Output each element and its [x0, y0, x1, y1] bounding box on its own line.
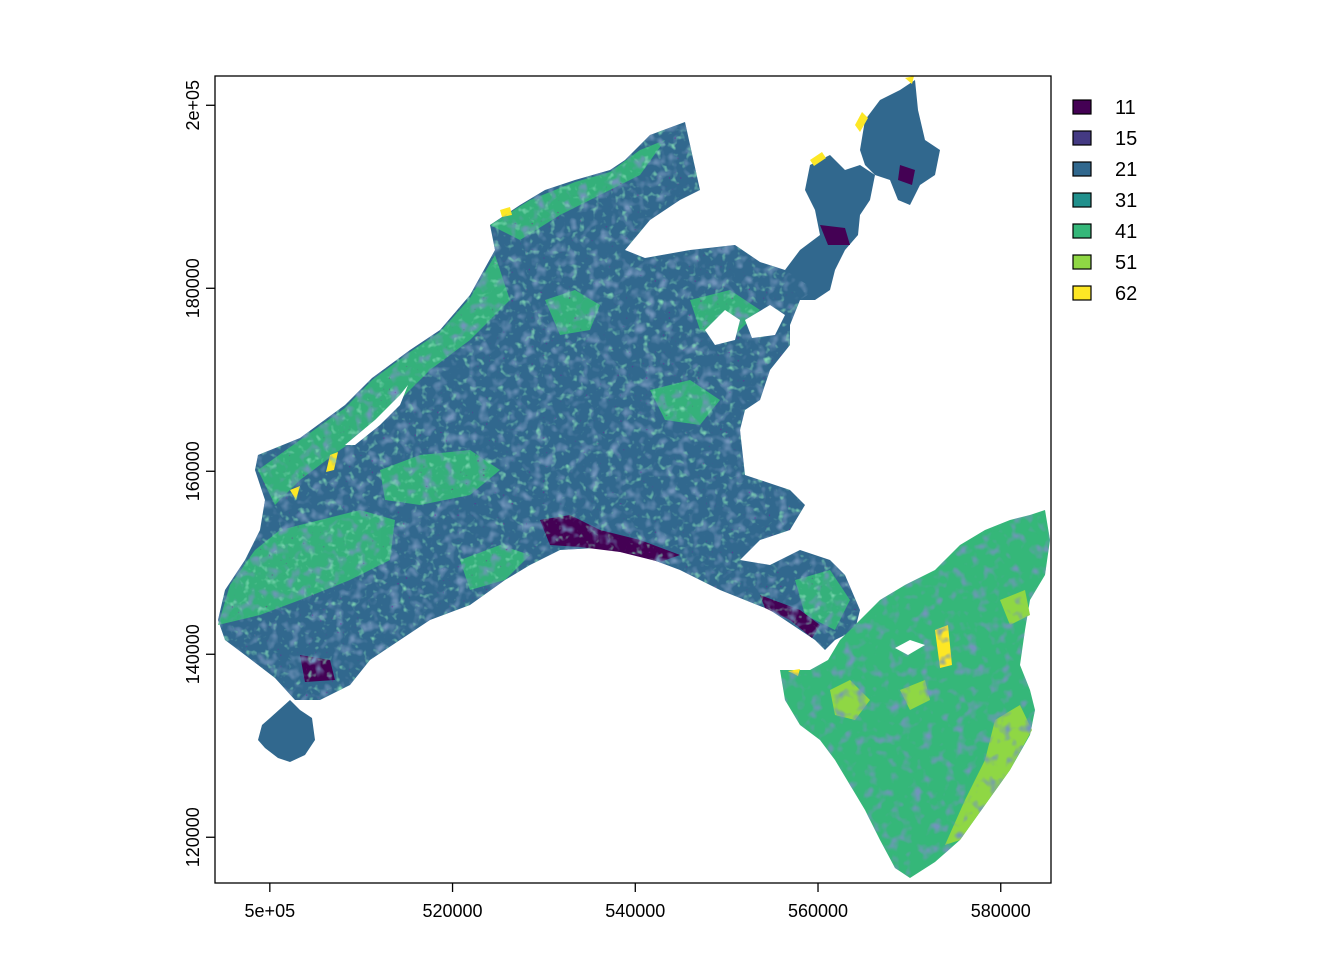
legend-label: 31	[1115, 190, 1137, 212]
lake-holes	[345, 305, 925, 655]
x-tick-label: 580000	[971, 901, 1031, 921]
north-east-tip	[860, 80, 940, 205]
plot-frame	[214, 75, 1052, 884]
legend: 11 15 21 31 41 51 62	[1072, 97, 1137, 305]
legend-swatch	[1072, 130, 1092, 146]
south-west-enclave	[258, 700, 315, 762]
y-tick-label: 140000	[183, 624, 203, 684]
x-tick-label: 560000	[788, 901, 848, 921]
texture-layer-3	[218, 122, 860, 700]
legend-label: 15	[1115, 128, 1137, 150]
y-tick-label: 120000	[183, 807, 203, 867]
x-tick-label: 540000	[605, 901, 665, 921]
legend-swatch	[1072, 254, 1092, 270]
texture-layer	[218, 122, 1050, 878]
legend-swatch	[1072, 223, 1092, 239]
legend-swatch	[1072, 161, 1092, 177]
legend-label: 41	[1115, 221, 1137, 243]
x-tick-label: 5e+05	[245, 901, 296, 921]
legend-label: 62	[1115, 283, 1137, 305]
raster-layer	[218, 76, 1050, 878]
y-tick-label: 2e+05	[183, 80, 203, 131]
y-tick-label: 160000	[183, 441, 203, 501]
legend-label: 21	[1115, 159, 1137, 181]
legend-swatch	[1072, 285, 1092, 301]
legend-label: 51	[1115, 252, 1137, 274]
x-tick-label: 520000	[423, 901, 483, 921]
y-axis: 120000 140000 160000 180000 2e+05	[183, 80, 215, 867]
legend-label: 11	[1115, 97, 1136, 119]
legend-swatch	[1072, 99, 1092, 115]
x-axis: 5e+05 520000 540000 560000 580000	[245, 883, 1031, 921]
legend-swatch	[1072, 192, 1092, 208]
y-tick-label: 180000	[183, 258, 203, 318]
